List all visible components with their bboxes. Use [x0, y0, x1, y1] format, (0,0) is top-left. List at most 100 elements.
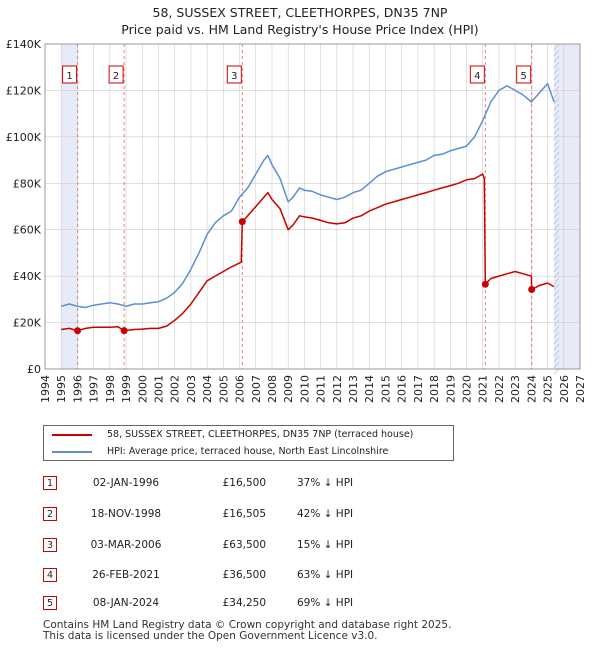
sale-label: 2 — [108, 65, 124, 84]
sale-point — [481, 280, 489, 288]
hatch-line — [553, 253, 560, 261]
legend-swatch-property — [52, 434, 92, 436]
x-tick-label: 2022 — [493, 375, 506, 403]
hatch-line — [553, 175, 560, 183]
hatch-line — [553, 127, 560, 135]
sale-price: £36,500 — [222, 569, 266, 581]
hatch-line — [553, 307, 560, 315]
shaded-period — [61, 44, 78, 369]
x-tick-label: 2008 — [266, 375, 279, 403]
sale-date: 26-FEB-2021 — [92, 569, 160, 581]
title-line-2: Price paid vs. HM Land Registry's House … — [121, 22, 479, 37]
x-tick-label: 2016 — [396, 375, 409, 403]
x-tick-label: 2009 — [282, 375, 295, 403]
sale-date: 18-NOV-1998 — [90, 508, 162, 520]
hatch-line — [553, 355, 560, 363]
x-tick-label: 2017 — [412, 375, 425, 403]
x-tick-label: 2011 — [315, 375, 328, 403]
plot-frame — [44, 43, 581, 370]
footer-licence: This data is licensed under the Open Gov… — [43, 630, 378, 642]
hatch-line — [553, 145, 560, 153]
hatch-line — [553, 169, 560, 177]
hatch-line — [553, 199, 560, 207]
y-tick-label: £120K — [6, 84, 42, 97]
hatch-line — [553, 361, 560, 369]
y-tick-label: £100K — [6, 131, 42, 144]
chart-title: 58, SUSSEX STREET, CLEETHORPES, DN35 7NP… — [0, 4, 600, 38]
x-tick-label: 1999 — [120, 375, 133, 403]
y-tick-label: £40K — [13, 270, 42, 283]
sale-hpi-diff: 42% ↓ HPI — [297, 508, 354, 520]
x-tick-label: 2023 — [509, 375, 522, 403]
hatch-line — [553, 121, 560, 129]
x-tick-label: 2007 — [250, 375, 263, 403]
y-tick-label: £60K — [13, 224, 42, 237]
sale-label: 1 — [62, 65, 78, 84]
x-tick-label: 1996 — [71, 375, 84, 403]
x-tick-label: 2004 — [201, 375, 214, 403]
x-tick-label: 2001 — [152, 375, 165, 403]
hatch-line — [553, 289, 560, 297]
hatch-line — [553, 79, 560, 87]
x-tick-label: 2003 — [185, 375, 198, 403]
sale-number: 1 — [43, 476, 57, 490]
hatch-line — [553, 265, 560, 273]
sale-date: 02-JAN-1996 — [92, 477, 160, 489]
sale-point — [528, 285, 536, 293]
hatch-line — [553, 115, 560, 123]
hatch-line — [553, 277, 560, 285]
hpi-line — [60, 82, 555, 309]
legend-label-hpi: HPI: Average price, terraced house, Nort… — [107, 446, 389, 457]
sale-label-number: 1 — [66, 71, 72, 82]
hatch-line — [553, 103, 560, 111]
x-tick-label: 2019 — [444, 375, 457, 403]
x-tick-label: 1994 — [39, 375, 52, 403]
plot-area — [45, 44, 580, 369]
hatch-line — [553, 97, 560, 105]
x-tick-label: 2027 — [574, 375, 587, 403]
footer-copyright: Contains HM Land Registry data © Crown c… — [43, 619, 452, 631]
legend: 58, SUSSEX STREET, CLEETHORPES, DN35 7NP… — [43, 425, 454, 461]
sale-label-number: 3 — [231, 71, 237, 82]
hatch-line — [553, 325, 560, 333]
hatch-line — [553, 271, 560, 279]
x-tick-label: 2010 — [298, 375, 311, 403]
sale-row: 4 26-FEB-2021 £36,500 63% ↓ HPI — [0, 568, 600, 586]
hatch-line — [553, 211, 560, 219]
hatch-line — [553, 67, 560, 75]
sale-point — [238, 218, 246, 226]
x-tick-label: 2024 — [525, 375, 538, 403]
sale-date: 03-MAR-2006 — [90, 539, 162, 551]
hatch-line — [553, 139, 560, 147]
sale-label-box — [108, 65, 124, 84]
sale-price: £16,500 — [222, 477, 266, 489]
sale-label-number: 2 — [113, 71, 119, 82]
x-tick-label: 1997 — [88, 375, 101, 403]
hatch-line — [553, 187, 560, 195]
x-tick-label: 2005 — [217, 375, 230, 403]
sale-point — [120, 327, 128, 335]
x-tick-label: 2021 — [477, 375, 490, 403]
hatch-line — [553, 313, 560, 321]
x-tick-label: 2015 — [379, 375, 392, 403]
hatch-line — [553, 163, 560, 171]
hatch-line — [553, 151, 560, 159]
y-tick-label: £140K — [6, 38, 42, 51]
price-chart: 1 2 3 4 5 £0 £20K £40K £60K £80K £100K £120K £140K 19… — [6, 38, 587, 403]
hatch-line — [553, 235, 560, 243]
hatch-line — [553, 247, 560, 255]
sale-row: 5 08-JAN-2024 £34,250 69% ↓ HPI — [0, 596, 600, 614]
sale-number: 4 — [43, 568, 57, 582]
sale-label: 5 — [516, 65, 532, 84]
hatch-line — [553, 61, 560, 69]
sale-number: 2 — [43, 507, 57, 521]
x-tick-label: 2026 — [558, 375, 571, 403]
hatch-line — [553, 337, 560, 345]
hatch-line — [553, 85, 560, 93]
sale-label-box — [226, 65, 242, 84]
sale-number: 5 — [43, 596, 57, 610]
sale-number: 3 — [43, 538, 57, 552]
footer: Contains HM Land Registry data © Crown c… — [43, 620, 451, 642]
x-tick-label: 1998 — [104, 375, 117, 403]
hatch-line — [553, 331, 560, 339]
